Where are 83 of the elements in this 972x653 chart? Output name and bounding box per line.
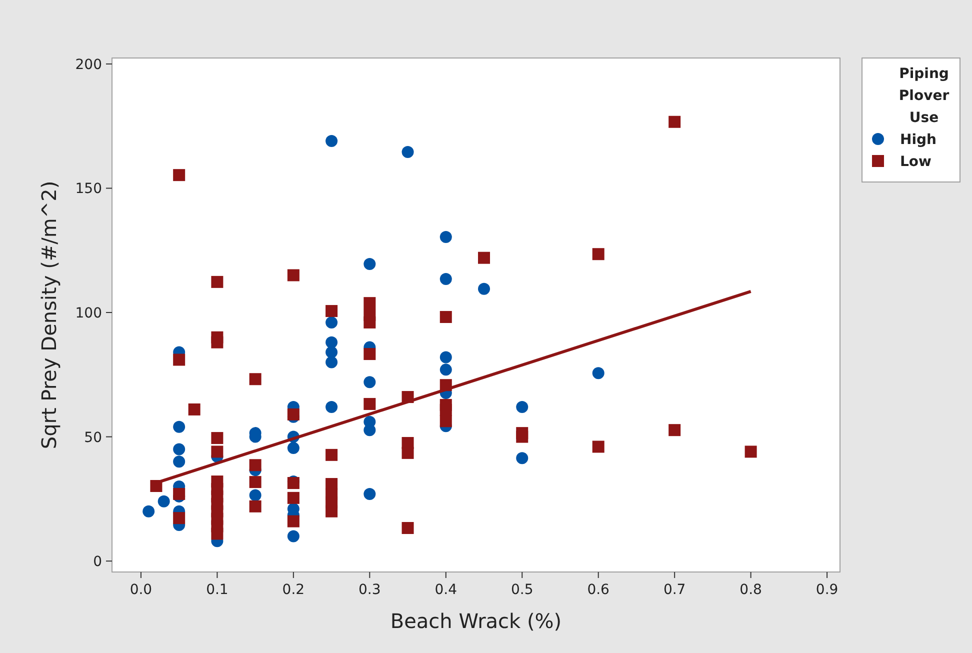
y-tick-label: 0 [93,554,102,570]
point [211,276,224,288]
point [744,446,757,458]
point [402,146,414,158]
y-tick-label: 200 [75,56,102,73]
point [668,116,681,128]
point [326,336,338,348]
point [326,305,338,318]
point [142,505,155,518]
point [211,336,224,348]
y-tick-label: 50 [84,430,102,446]
point [364,424,376,436]
point [211,446,224,458]
point [440,351,452,364]
point [478,282,490,295]
y-tick-label: 150 [75,181,102,198]
point [364,488,376,500]
point [173,443,186,456]
point [516,400,528,413]
point [173,488,186,500]
point [326,505,338,518]
point [516,430,528,443]
point [326,448,338,461]
point [326,356,338,368]
x-tick-label: 0.4 [434,582,458,598]
point [402,522,414,534]
point [326,316,338,328]
point [440,364,452,376]
point [249,476,262,488]
x-tick-label: 0.5 [510,582,534,598]
point [326,346,338,358]
legend-title: Piping Plover Use [898,66,950,126]
point [173,512,186,524]
point [211,432,224,444]
point [326,135,338,148]
point [287,515,300,528]
point [592,367,604,380]
point [364,258,376,270]
x-tick-label: 0.6 [587,582,610,598]
point [249,489,262,502]
point [478,252,490,264]
point [211,528,224,540]
point [440,230,452,243]
x-tick-label: 0.0 [130,582,152,598]
x-tick-label: 0.1 [206,582,228,598]
point [287,492,300,504]
y-tick-label: 100 [75,306,102,322]
point [287,408,300,420]
x-tick-label: 0.3 [358,582,381,598]
point [364,297,376,310]
point [592,440,604,453]
point [326,400,338,413]
point [249,373,262,386]
x-tick-label: 0.8 [740,582,762,598]
point [364,348,376,360]
point [173,354,186,366]
point [364,376,376,388]
point [173,169,186,182]
x-tick-label: 0.7 [663,582,686,598]
y-axis-title: Sqrt Prey Density (#/m^2) [37,180,61,450]
point [287,530,300,542]
point [364,316,376,328]
point [668,424,681,436]
point [158,495,170,508]
point [249,500,262,512]
x-tick-label: 0.9 [816,582,838,598]
point [440,272,452,285]
point [249,459,262,472]
point [188,403,200,416]
point [364,398,376,410]
point [173,420,186,433]
legend-label: High [900,132,937,148]
point [402,446,414,459]
point [516,452,528,464]
point [592,248,604,260]
legend-label: Low [900,154,932,170]
x-tick-label: 0.2 [282,582,305,598]
point [440,310,452,323]
point [287,269,300,282]
point [173,456,186,468]
point [287,442,300,454]
point [440,415,452,428]
x-axis-title: Beach Wrack (%) [390,609,562,633]
